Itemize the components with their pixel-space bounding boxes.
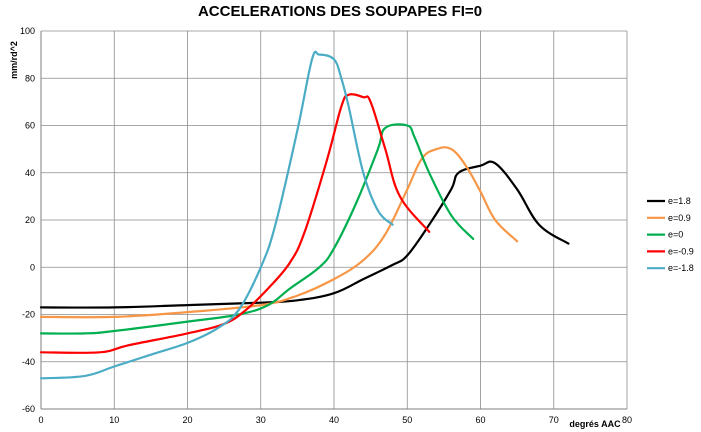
x-tick-label: 0	[38, 415, 43, 425]
series-line-4	[39, 50, 394, 380]
x-tick-label: 10	[109, 415, 119, 425]
x-tick-label: 50	[402, 415, 412, 425]
series-line-3	[39, 93, 431, 354]
legend-label: e=-0.9	[668, 246, 694, 256]
y-tick-label: 100	[20, 26, 35, 36]
grid	[40, 30, 628, 410]
y-tick-label: 40	[25, 168, 35, 178]
y-tick-label: 20	[25, 215, 35, 225]
y-tick-label: -20	[22, 310, 35, 320]
chart-title: ACCELERATIONS DES SOUPAPES FI=0	[198, 3, 482, 20]
x-tick-label: 40	[329, 415, 339, 425]
legend-label: e=-1.8	[668, 263, 694, 273]
x-tick-label: 20	[182, 415, 192, 425]
x-axis-label: degrés AAC	[569, 419, 621, 429]
y-tick-label: 60	[25, 121, 35, 131]
legend-label: e=1.8	[668, 196, 691, 206]
legend: e=1.8 e=0.9 e=0 e=-0.9 e=-1.8	[647, 196, 694, 273]
legend-label: e=0	[668, 230, 683, 240]
x-tick-label: 70	[549, 415, 559, 425]
y-tick-label: -40	[22, 357, 35, 367]
series-line-1	[39, 146, 519, 319]
y-tick-label: -60	[22, 404, 35, 414]
legend-label: e=0.9	[668, 213, 691, 223]
x-tick-label: 60	[475, 415, 485, 425]
x-tick-label: 80	[622, 415, 632, 425]
tick-labels: -60 -40 -20 0 20 40 60 80 100 0 10 20 30 40 50 60 70 80	[20, 26, 632, 425]
y-axis-label: mm/rd^2	[9, 41, 19, 79]
x-tick-label: 30	[256, 415, 266, 425]
series-line-0	[39, 160, 570, 309]
series-lines	[39, 50, 570, 380]
y-tick-label: 80	[25, 73, 35, 83]
y-tick-label: 0	[30, 262, 35, 272]
series-line-2	[39, 123, 475, 335]
